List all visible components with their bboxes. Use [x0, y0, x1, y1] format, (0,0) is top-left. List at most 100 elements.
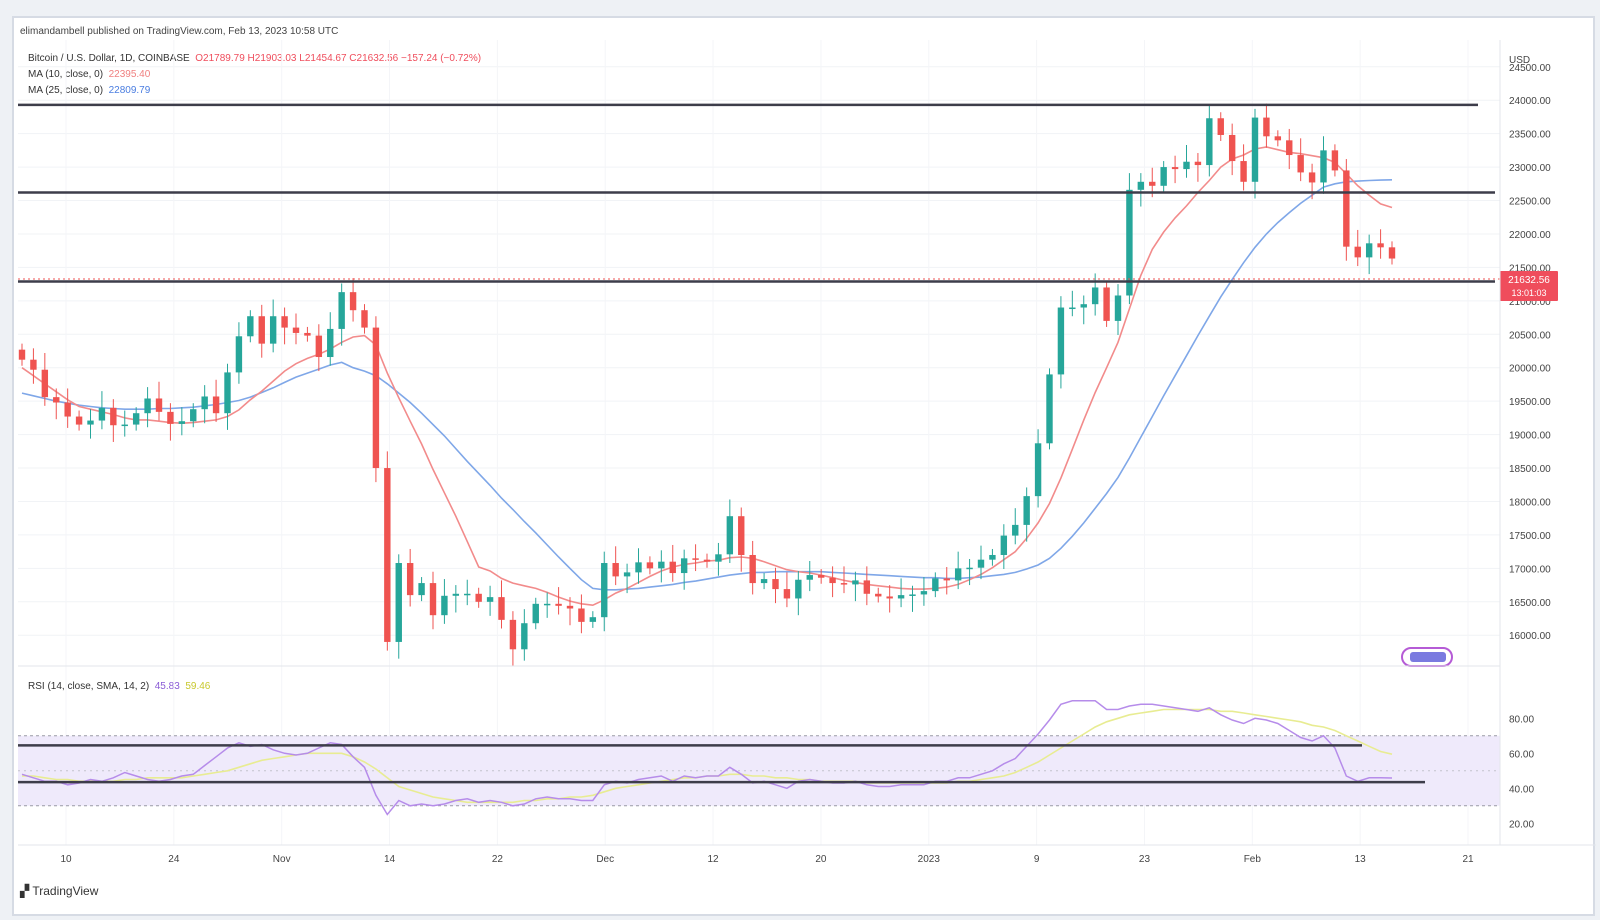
candle-body: [406, 563, 414, 596]
candle-body: [909, 594, 916, 596]
tradingview-logo[interactable]: ▞ TradingView: [20, 884, 98, 898]
candle-body: [304, 332, 311, 336]
price-tick: 16000.00: [1509, 631, 1551, 642]
price-tick: 23500.00: [1509, 130, 1551, 141]
price-axis[interactable]: 24500.00 24000.00 23500.00 23000.00 22500.00…: [1509, 63, 1551, 642]
time-axis[interactable]: 10 24 Nov 14 22 Dec 12 20 2023 9 23 Feb 13 21: [60, 854, 1474, 865]
candle-body: [1354, 246, 1361, 258]
candle-body: [349, 292, 357, 311]
candle-body: [795, 579, 802, 599]
candle-body: [475, 593, 482, 602]
candle-body: [1228, 134, 1236, 162]
candle-body: [235, 336, 243, 373]
candle-body: [167, 411, 174, 424]
candle-body: [772, 579, 779, 590]
candle-body: [144, 398, 151, 414]
candle-body: [726, 516, 734, 555]
candle-body: [452, 593, 460, 596]
candle-body: [749, 554, 756, 584]
candle-body: [486, 597, 494, 602]
rsi-legend[interactable]: RSI (14, close, SMA, 14, 2) 45.83 59.46: [28, 681, 210, 692]
candle-body: [132, 413, 140, 425]
time-tick: Dec: [596, 854, 614, 865]
candle-body: [1034, 443, 1042, 497]
rsi-tick: 40.00: [1509, 784, 1534, 795]
candle-body: [1103, 287, 1110, 321]
candle-body: [258, 316, 265, 344]
candle-body: [53, 397, 60, 403]
candle-body: [269, 316, 277, 344]
candle-body: [1251, 117, 1259, 182]
price-tick: 24500.00: [1509, 63, 1551, 74]
candle-body: [601, 563, 608, 618]
candle-body: [886, 596, 893, 599]
price-tick: 18000.00: [1509, 497, 1551, 508]
candle-body: [75, 416, 83, 425]
candle-body: [543, 603, 551, 606]
price-tick: 18500.00: [1509, 464, 1551, 475]
candle-body: [1069, 307, 1076, 310]
price-tick: 21500.00: [1509, 263, 1551, 274]
bar-countdown: 13:01:03: [1511, 288, 1546, 298]
candle-body: [98, 407, 106, 421]
candle-body: [738, 516, 745, 555]
compare-badge[interactable]: [1401, 647, 1453, 667]
candle-body: [509, 619, 517, 650]
candle-body: [281, 316, 288, 328]
candles: [18, 103, 1396, 667]
candle-body: [1046, 374, 1053, 444]
last-price-tag[interactable]: 21632.56 13:01:03: [1500, 271, 1558, 301]
candle-body: [840, 583, 848, 585]
symbol-legend[interactable]: Bitcoin / U.S. Dollar, 1D, COINBASE O217…: [28, 53, 481, 64]
candle-body: [1388, 247, 1396, 259]
candle-body: [110, 407, 117, 426]
candle-body: [760, 579, 768, 584]
time-tick: 13: [1355, 854, 1367, 865]
candle-body: [1308, 172, 1316, 183]
candle-body: [1023, 496, 1030, 525]
price-tick: 23000.00: [1509, 163, 1551, 174]
candle-body: [852, 580, 859, 585]
candle-body: [155, 398, 163, 412]
candle-body: [623, 572, 631, 577]
candle-body: [361, 310, 368, 328]
candle-body: [1343, 170, 1350, 247]
candle-body: [1091, 287, 1099, 305]
candle-body: [1320, 150, 1327, 183]
time-tick: Nov: [273, 854, 291, 865]
candle-body: [589, 617, 597, 622]
rsi-axis[interactable]: 80.00 60.00 40.00 20.00: [1509, 714, 1534, 830]
candle-body: [418, 583, 425, 596]
candle-body: [1331, 150, 1339, 171]
candle-body: [1149, 181, 1156, 186]
candle-body: [897, 595, 905, 599]
time-tick: 21: [1462, 854, 1474, 865]
time-tick: 14: [384, 854, 396, 865]
candle-body: [1297, 155, 1304, 173]
ma10-value: 22395.40: [108, 69, 151, 80]
rsi-tick: 60.00: [1509, 749, 1534, 760]
candle-body: [578, 608, 585, 622]
candle-body: [18, 349, 26, 360]
candle-body: [1274, 136, 1282, 141]
candle-body: [1240, 161, 1247, 182]
candle-body: [555, 603, 562, 606]
candle-body: [212, 396, 220, 414]
ma25-line: [21, 179, 1393, 591]
candle-body: [566, 605, 574, 609]
price-tick: 16500.00: [1509, 598, 1551, 609]
ma25-value: 22809.79: [108, 85, 151, 96]
candle-body: [646, 562, 654, 569]
price-tick: 20000.00: [1509, 364, 1551, 375]
candle-body: [395, 563, 402, 642]
candle-body: [247, 316, 254, 337]
candle-body: [498, 597, 505, 620]
price-tick: 20500.00: [1509, 330, 1551, 341]
candle-body: [989, 554, 996, 560]
price-tick: 17000.00: [1509, 564, 1551, 575]
candle-body: [966, 567, 973, 570]
candle-body: [1377, 243, 1384, 248]
candle-body: [1365, 243, 1373, 258]
candle-body: [703, 559, 711, 562]
